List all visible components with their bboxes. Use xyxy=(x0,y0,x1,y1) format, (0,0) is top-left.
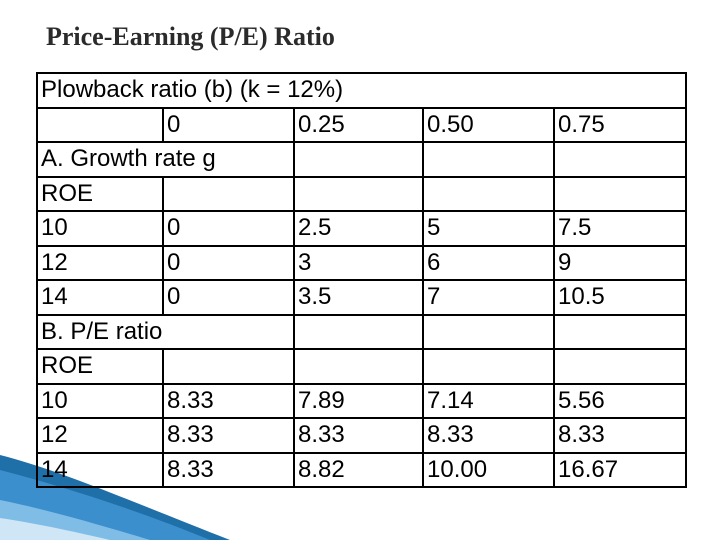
table-cell: 12 xyxy=(36,417,164,454)
table-cell: 8.33 xyxy=(162,417,295,454)
table-cell: 9 xyxy=(553,244,687,281)
table-cell: 10.5 xyxy=(553,279,687,316)
table-cell: 8.33 xyxy=(422,417,555,454)
table-cell: 6 xyxy=(422,244,555,281)
section-b-label-row: B. P/E ratio xyxy=(36,313,687,350)
table-cell: 16.67 xyxy=(553,451,687,488)
table-cell: 5.56 xyxy=(553,382,687,419)
table-cell xyxy=(422,313,555,350)
table-cell xyxy=(422,348,555,385)
table-cell xyxy=(553,175,687,212)
table-cell: 0 xyxy=(162,279,295,316)
table-row: 10 0 2.5 5 7.5 xyxy=(36,210,687,247)
plowback-values-row: 0 0.25 0.50 0.75 xyxy=(36,106,687,143)
table-row: 10 8.33 7.89 7.14 5.56 xyxy=(36,382,687,419)
table-cell xyxy=(36,106,164,143)
table-cell xyxy=(553,141,687,178)
section-a-roe-row: ROE xyxy=(36,175,687,212)
table-cell xyxy=(162,348,295,385)
table-cell: 0 xyxy=(162,106,295,143)
table-cell: 8.33 xyxy=(293,417,424,454)
roe-label: ROE xyxy=(36,175,164,212)
table-cell xyxy=(293,348,424,385)
table-row: 12 0 3 6 9 xyxy=(36,244,687,281)
table-header-row: Plowback ratio (b) (k = 12%) xyxy=(36,72,687,109)
table-cell: 10 xyxy=(36,210,164,247)
plowback-header-cell: Plowback ratio (b) (k = 12%) xyxy=(36,72,687,109)
table-cell: 7.5 xyxy=(553,210,687,247)
table-cell xyxy=(422,175,555,212)
table-cell: 0.75 xyxy=(553,106,687,143)
table-cell xyxy=(553,313,687,350)
table-cell: 14 xyxy=(36,451,164,488)
table-row: 14 8.33 8.82 10.00 16.67 xyxy=(36,451,687,488)
table-cell: 10.00 xyxy=(422,451,555,488)
table-cell: 7.89 xyxy=(293,382,424,419)
table-cell: 10 xyxy=(36,382,164,419)
table-cell: 7.14 xyxy=(422,382,555,419)
table-cell: 2.5 xyxy=(293,210,424,247)
table-cell: 3 xyxy=(293,244,424,281)
table-cell xyxy=(162,175,295,212)
table-cell: 0 xyxy=(162,210,295,247)
table-cell: 5 xyxy=(422,210,555,247)
table-cell: 8.82 xyxy=(293,451,424,488)
table-cell: 0.50 xyxy=(422,106,555,143)
table-cell: 0.25 xyxy=(293,106,424,143)
table-cell: 8.33 xyxy=(162,382,295,419)
section-b-roe-row: ROE xyxy=(36,348,687,385)
section-b-label: B. P/E ratio xyxy=(36,313,295,350)
table-cell: 14 xyxy=(36,279,164,316)
table-cell xyxy=(293,313,424,350)
table-cell xyxy=(293,175,424,212)
slide-title: Price-Earning (P/E) Ratio xyxy=(46,22,335,51)
table-cell: 3.5 xyxy=(293,279,424,316)
table-cell xyxy=(293,141,424,178)
section-a-label: A. Growth rate g xyxy=(36,141,295,178)
roe-label: ROE xyxy=(36,348,164,385)
table-cell: 12 xyxy=(36,244,164,281)
table-row: 14 0 3.5 7 10.5 xyxy=(36,279,687,316)
table-row: 12 8.33 8.33 8.33 8.33 xyxy=(36,417,687,454)
table-cell: 8.33 xyxy=(162,451,295,488)
table-cell: 7 xyxy=(422,279,555,316)
table-cell xyxy=(422,141,555,178)
section-a-label-row: A. Growth rate g xyxy=(36,141,687,178)
table-cell xyxy=(553,348,687,385)
table-cell: 8.33 xyxy=(553,417,687,454)
table-cell: 0 xyxy=(162,244,295,281)
pe-ratio-table: Plowback ratio (b) (k = 12%) 0 0.25 0.50… xyxy=(36,72,687,488)
